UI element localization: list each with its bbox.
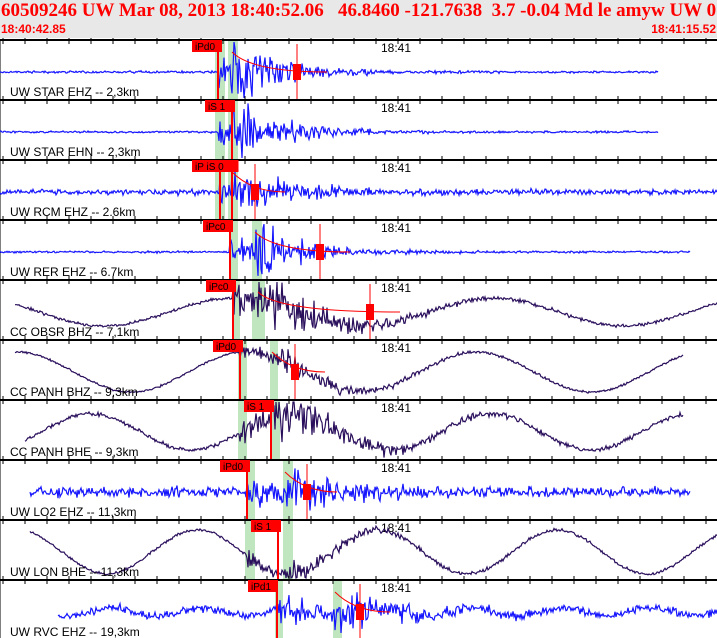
station-label: UW RCM EHZ -- 2.6km — [10, 205, 135, 219]
trace-panel: 18:41 iPd0 CC PANH BHZ -- 9,3km — [0, 336, 717, 400]
trace-panel: 18:41 iP iS 0 UW RCM EHZ -- 2.6km — [0, 156, 717, 220]
start-time: 18:40:42.85 — [1, 22, 66, 36]
pick-label: iPd0 — [223, 462, 243, 473]
waveform — [14, 346, 684, 397]
pick-label-bg — [203, 220, 233, 232]
pick-label: iPd1 — [251, 582, 271, 593]
pick-window — [245, 520, 255, 580]
pick-label-bg — [220, 460, 250, 472]
end-time: 18:41:15.52 — [651, 22, 716, 36]
waveform — [15, 281, 717, 335]
waveform — [0, 170, 717, 207]
coda-fit — [231, 51, 328, 73]
pick-label-bg — [248, 580, 278, 592]
trace-panel: 18:41 iS 1 UW LON BHE -- 11,3km — [0, 516, 717, 580]
minute-label: 18:41 — [381, 101, 411, 115]
trace-panel: 18:41 iPc0 UW RER EHZ -- 6.7km — [0, 216, 717, 280]
station-label: UW LO2 EHZ -- 11,3km — [10, 505, 136, 519]
station-label: CC OBSR BHZ -- 7,1km — [10, 325, 139, 339]
amplitude-marker — [293, 64, 301, 80]
pick-label-bg — [192, 40, 222, 52]
coda-fit — [254, 231, 351, 253]
pick-label: iS 1 — [247, 402, 265, 413]
station-label: CC PANH BHZ -- 9,3km — [10, 385, 138, 399]
trace-panel: 18:41 iS 1 CC PANH BHE -- 9,3km — [0, 396, 717, 460]
amplitude-marker — [291, 364, 299, 380]
station-label: CC PANH BHE -- 9,3km — [10, 445, 138, 459]
trace-panel: 18:41 iPd0 UW STAR EHZ -- 2,3km — [0, 38, 717, 100]
waveform — [24, 401, 684, 458]
pick-window — [232, 280, 240, 340]
waveform — [29, 468, 691, 511]
minute-label: 18:41 — [381, 401, 411, 415]
minute-label: 18:41 — [381, 41, 411, 55]
minute-label: 18:41 — [381, 521, 411, 535]
waveform — [0, 101, 659, 159]
waveform — [57, 592, 717, 634]
pick-window — [270, 340, 278, 400]
station-label: UW STAR EHZ -- 2,3km — [10, 85, 139, 99]
amplitude-marker — [316, 244, 324, 260]
amplitude-marker — [303, 484, 311, 500]
amplitude-marker — [356, 604, 364, 620]
pick-label: iPc0 — [209, 282, 229, 293]
pick-window — [270, 400, 280, 460]
pick-label-bg — [206, 280, 236, 292]
minute-label: 18:41 — [381, 341, 411, 355]
minute-label: 18:41 — [381, 221, 411, 235]
pick-window — [230, 220, 238, 280]
pick-window — [238, 340, 247, 400]
pick-label-bg — [244, 400, 274, 412]
station-label: UW RVC EHZ -- 19,3km — [10, 625, 140, 638]
trace-panel: 18:41 iS 1 UW STAR EHN -- 2,3km — [0, 96, 717, 160]
station-label: UW STAR EHN -- 2,3km — [10, 145, 140, 159]
pick-label-bg — [213, 340, 243, 352]
pick-window — [283, 520, 293, 580]
pick-window — [215, 40, 225, 100]
pick-label: iPd0 — [195, 42, 215, 53]
pick-label: iS 1 — [208, 102, 226, 113]
amplitude-marker — [251, 184, 259, 200]
pick-label: iS 1 — [254, 522, 272, 533]
minute-label: 18:41 — [381, 281, 411, 295]
waveform — [0, 41, 659, 99]
event-title: 60509246 UW Mar 08, 2013 18:40:52.06 46.… — [1, 0, 717, 21]
amplitude-marker — [366, 304, 374, 320]
seismogram-panels: 18:41 iPd0 UW STAR EHZ -- 2,3km 18:41 iS 1 UW… — [0, 38, 717, 638]
trace-panel: 18:41 iPc0 CC OBSR BHZ -- 7,1km — [0, 276, 717, 340]
pick-label: iPc0 — [206, 222, 226, 233]
pick-label-bg — [205, 100, 235, 112]
header-bar: 60509246 UW Mar 08, 2013 18:40:52.06 46.… — [0, 0, 717, 38]
trace-panel: 18:41 iPd1 UW RVC EHZ -- 19,3km — [0, 576, 717, 638]
pick-label-bg — [192, 160, 239, 172]
pick-label-bg — [251, 520, 281, 532]
minute-label: 18:41 — [381, 461, 411, 475]
station-label: UW LON BHE -- 11,3km — [10, 565, 139, 579]
waveform — [29, 524, 717, 580]
station-label: UW RER EHZ -- 6.7km — [10, 265, 133, 279]
minute-label: 18:41 — [381, 581, 411, 595]
minute-label: 18:41 — [381, 161, 411, 175]
trace-panel: 18:41 iPd0 UW LO2 EHZ -- 11,3km — [0, 456, 717, 520]
pick-label: iPd0 — [216, 342, 236, 353]
pick-label: iP iS 0 — [195, 162, 224, 173]
